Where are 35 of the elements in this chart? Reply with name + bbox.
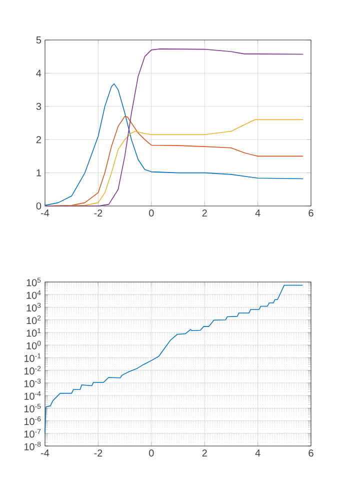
y-tick-label: 5 xyxy=(36,36,42,44)
line-series xyxy=(44,48,304,206)
x-tick-label: 2 xyxy=(202,210,207,216)
x-tick-label: 2 xyxy=(202,450,207,456)
line-series xyxy=(44,284,304,434)
y-tick-label: 1 xyxy=(36,169,41,176)
y-tick-label: 10$^{4}$ xyxy=(26,290,41,299)
y-tick-label: 10$^{-8}$ xyxy=(24,442,41,450)
y-tick-label: 10$^{-6}$ xyxy=(24,416,41,426)
y-tick-label: 10$^{-7}$ xyxy=(24,429,41,438)
y-tick-label: 0 xyxy=(36,202,42,210)
y-tick-label: 10$^{-5}$ xyxy=(24,404,41,412)
y-tick-label: 4 xyxy=(36,70,42,77)
x-tick-label: -2 xyxy=(94,450,102,456)
x-tick-label: 0 xyxy=(149,210,154,217)
x-tick-label: -4 xyxy=(41,210,50,216)
x-tick-label: 4 xyxy=(255,210,260,216)
y-tick-label: 10$^{-1}$ xyxy=(24,353,41,362)
x-tick-label: 6 xyxy=(308,210,314,217)
y-tick-label: 10$^{5}$ xyxy=(26,278,41,286)
x-tick-label: -4 xyxy=(41,450,50,456)
y-tick-label: 3 xyxy=(36,102,42,110)
y-tick-label: 10$^{1}$ xyxy=(26,328,41,337)
y-tick-label: 10$^{3}$ xyxy=(26,302,41,312)
y-tick-label: 10$^{-3}$ xyxy=(24,378,41,388)
y-tick-label: 10$^{2}$ xyxy=(26,316,41,324)
x-tick-label: 6 xyxy=(308,450,314,457)
y-tick-label: 2 xyxy=(36,136,41,144)
y-tick-label: 10$^{-4}$ xyxy=(24,391,41,400)
y-tick-label: 10$^{0}$ xyxy=(26,340,41,350)
x-tick-label: 4 xyxy=(255,450,260,456)
x-tick-label: -2 xyxy=(94,210,102,216)
line-series xyxy=(44,83,304,206)
x-tick-label: 0 xyxy=(149,450,154,457)
y-tick-label: 10$^{-2}$ xyxy=(24,366,41,375)
